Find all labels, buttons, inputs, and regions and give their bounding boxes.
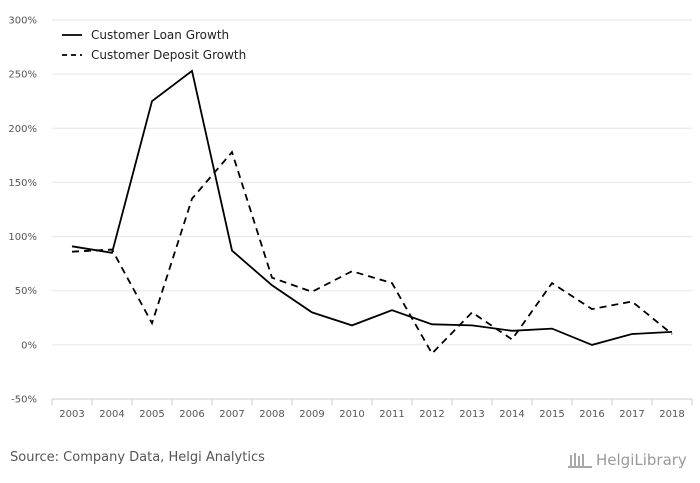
source-note: Source: Company Data, Helgi Analytics bbox=[10, 450, 265, 465]
y-tick-label: 200% bbox=[8, 124, 37, 135]
x-tick-label: 2016 bbox=[579, 409, 604, 420]
logo-text: HelgiLibrary bbox=[596, 451, 687, 469]
y-tick-label: 300% bbox=[8, 16, 37, 27]
x-tick-label: 2015 bbox=[539, 409, 564, 420]
x-tick-label: 2017 bbox=[619, 409, 644, 420]
x-tick-label: 2009 bbox=[299, 409, 324, 420]
x-tick-label: 2014 bbox=[499, 409, 524, 420]
x-tick-label: 2004 bbox=[99, 409, 124, 420]
y-tick-label: 250% bbox=[8, 70, 37, 81]
legend-label: Customer Loan Growth bbox=[91, 28, 229, 42]
y-tick-label: 150% bbox=[8, 178, 37, 189]
x-tick-label: 2010 bbox=[339, 409, 364, 420]
x-tick-label: 2018 bbox=[659, 409, 684, 420]
series-line-customer-loan-growth bbox=[71, 69, 673, 346]
line-chart: -50%0%50%100%150%200%250%300% 2003 2004 20… bbox=[8, 16, 693, 420]
x-tick-label: 2003 bbox=[59, 409, 84, 420]
x-tick-label: 2011 bbox=[379, 409, 404, 420]
gridlines bbox=[52, 19, 692, 346]
x-tick-label: 2012 bbox=[419, 409, 444, 420]
x-tick-label: 2005 bbox=[139, 409, 164, 420]
y-axis-tick-labels: -50% 0% 50% 100% 150% 200% 250% 300% bbox=[8, 16, 37, 406]
x-axis: 2003 2004 2005 2006 2007 2008 2009 2010 2011 2012… bbox=[51, 398, 693, 420]
helgi-library-logo[interactable]: HelgiLibrary bbox=[568, 449, 692, 471]
series-line-customer-deposit-growth bbox=[71, 150, 673, 355]
library-icon bbox=[568, 453, 592, 468]
x-tick-label: 2013 bbox=[459, 409, 484, 420]
legend-label: Customer Deposit Growth bbox=[91, 48, 246, 62]
y-tick-label: 50% bbox=[15, 286, 37, 297]
x-tick-label: 2007 bbox=[219, 409, 244, 420]
x-tick-label: 2006 bbox=[179, 409, 204, 420]
y-tick-label: 100% bbox=[8, 232, 37, 243]
x-tick-label: 2008 bbox=[259, 409, 284, 420]
y-tick-label: -50% bbox=[11, 395, 37, 406]
y-tick-label: 0% bbox=[21, 340, 37, 351]
series-lines bbox=[71, 69, 673, 355]
legend: Customer Loan Growth Customer Deposit Gro… bbox=[62, 28, 246, 62]
